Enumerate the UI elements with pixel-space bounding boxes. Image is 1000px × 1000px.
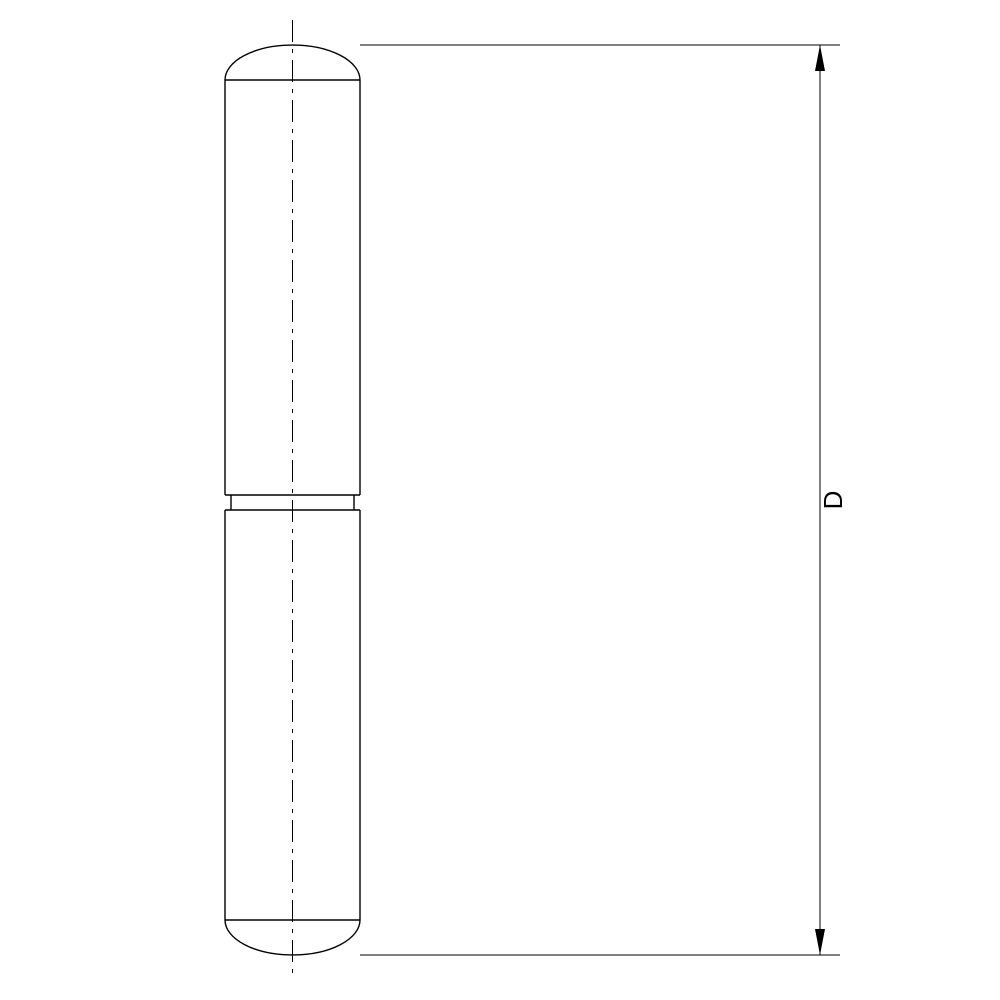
technical-drawing: D (0, 0, 1000, 1000)
dimension-label: D (818, 491, 848, 510)
dimension-arrow-bottom (815, 929, 825, 955)
dimension-arrow-top (815, 45, 825, 71)
